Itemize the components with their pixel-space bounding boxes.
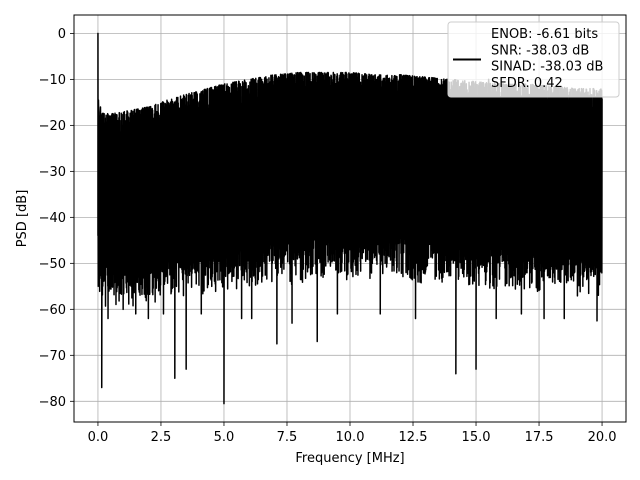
y-tick-label: −20 bbox=[39, 119, 66, 134]
legend-sfdr: SFDR: 0.42 bbox=[491, 76, 563, 91]
x-tick-label: 5.0 bbox=[214, 430, 235, 445]
legend: ENOB: -6.61 bits SNR: -38.03 dB SINAD: -… bbox=[447, 21, 620, 98]
x-tick-label: 10.0 bbox=[336, 430, 365, 445]
y-tick-label: −30 bbox=[39, 165, 66, 180]
legend-box bbox=[447, 21, 620, 98]
x-axis-label: Frequency [MHz] bbox=[295, 451, 404, 466]
x-tick-label: 12.5 bbox=[399, 430, 428, 445]
y-axis-label: PSD [dB] bbox=[15, 190, 30, 248]
x-tick-label: 7.5 bbox=[277, 430, 298, 445]
legend-sinad: SINAD: -38.03 dB bbox=[491, 60, 603, 75]
x-tick-label: 17.5 bbox=[525, 430, 554, 445]
x-tick-label: 20.0 bbox=[588, 430, 617, 445]
y-tick-label: −40 bbox=[39, 211, 66, 226]
psd-series bbox=[97, 32, 603, 405]
y-tick-label: −70 bbox=[39, 349, 66, 364]
legend-enob: ENOB: -6.61 bits bbox=[491, 27, 598, 42]
x-tick-label: 0.0 bbox=[88, 430, 109, 445]
y-tick-label: −10 bbox=[39, 73, 66, 88]
y-tick-label: −80 bbox=[39, 395, 66, 410]
axis-ticks: 0.0 2.5 5.0 7.5 10.0 12.5 15.0 17.5 20.0 0 −10 −20 −… bbox=[39, 27, 617, 445]
x-tick-label: 2.5 bbox=[151, 430, 172, 445]
y-tick-label: −50 bbox=[39, 257, 66, 272]
x-tick-label: 15.0 bbox=[462, 430, 491, 445]
legend-snr: SNR: -38.03 dB bbox=[491, 43, 589, 58]
y-tick-label: 0 bbox=[58, 27, 66, 42]
psd-line bbox=[97, 32, 603, 405]
y-tick-label: −60 bbox=[39, 303, 66, 318]
